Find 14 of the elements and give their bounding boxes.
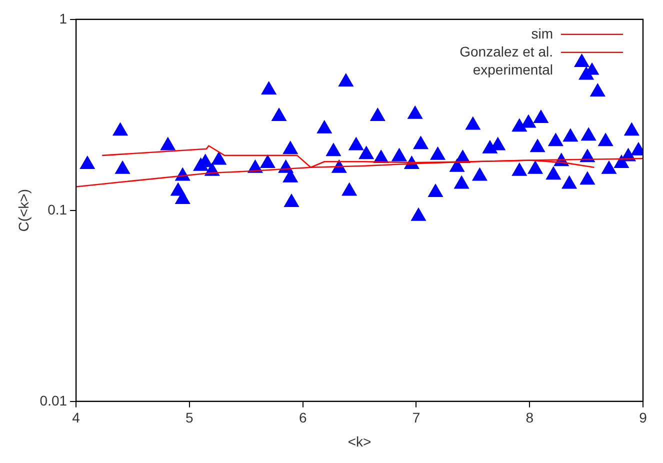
x-tick-label: 6 xyxy=(298,410,307,426)
x-tick-label: 4 xyxy=(72,410,80,426)
y-tick-label: 1 xyxy=(59,10,68,26)
x-axis-title: <k> xyxy=(348,433,372,450)
legend-label: experimental xyxy=(472,61,553,78)
y-tick-label: 0.01 xyxy=(40,392,68,408)
x-tick-label: 5 xyxy=(186,410,194,426)
x-tick-label: 8 xyxy=(526,410,534,426)
y-tick-label: 0.1 xyxy=(48,201,68,218)
y-axis-title: C(<k>) xyxy=(15,189,32,232)
legend-label: sim xyxy=(531,25,553,42)
x-tick-label: 7 xyxy=(412,410,420,426)
x-tick-label: 9 xyxy=(639,410,648,426)
legend-label: Gonzalez et al. xyxy=(460,43,553,60)
